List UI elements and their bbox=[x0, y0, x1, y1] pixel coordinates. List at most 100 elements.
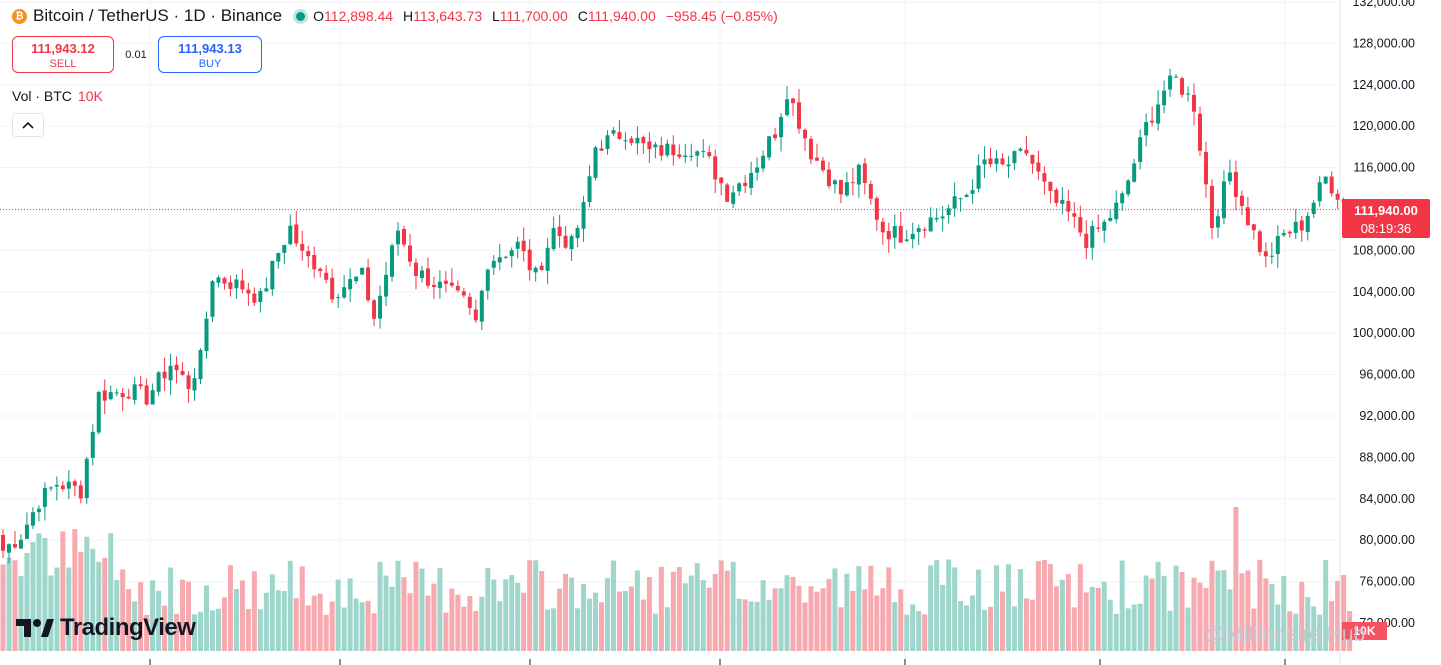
candle-body bbox=[940, 216, 945, 219]
candle-body bbox=[342, 287, 347, 298]
candle-body bbox=[396, 230, 401, 245]
candle-body bbox=[683, 155, 688, 157]
candle-body bbox=[258, 291, 263, 302]
tradingview-logo[interactable]: TradingView bbox=[16, 614, 196, 642]
volume-bar bbox=[940, 584, 946, 651]
symbol-title[interactable]: Bitcoin / TetherUS · 1D · Binance bbox=[33, 6, 283, 25]
candle-body bbox=[623, 140, 628, 142]
trade-panel: 111,943.12 SELL 0.01 111,943.13 BUY bbox=[12, 36, 262, 73]
candle-body bbox=[24, 524, 29, 539]
candle-body bbox=[719, 177, 724, 184]
volume-bar bbox=[569, 577, 575, 651]
volume-bar bbox=[1245, 570, 1251, 651]
volume-bar bbox=[293, 598, 299, 651]
candle-body bbox=[910, 233, 915, 240]
volume-bar bbox=[1161, 575, 1167, 651]
volume-bar bbox=[365, 600, 371, 651]
candle-body bbox=[970, 190, 975, 194]
candle-body bbox=[270, 260, 275, 290]
buy-button[interactable]: 111,943.13 BUY bbox=[158, 36, 262, 73]
candle-body bbox=[1269, 255, 1274, 257]
candle-body bbox=[300, 243, 305, 251]
candle-body bbox=[1054, 189, 1059, 203]
volume-bar bbox=[599, 602, 604, 651]
price-tick-label: 132,000.00 bbox=[1352, 0, 1415, 9]
volume-bar bbox=[658, 566, 664, 651]
price-tick-label: 80,000.00 bbox=[1359, 533, 1415, 547]
candle-body bbox=[1180, 78, 1185, 95]
volume-bar bbox=[838, 607, 844, 651]
candle-body bbox=[671, 144, 676, 156]
candle-body bbox=[60, 485, 65, 490]
change-value: −958.45 (−0.85%) bbox=[665, 8, 778, 24]
volume-bar bbox=[1155, 561, 1161, 651]
volume-bar bbox=[329, 601, 335, 651]
candle-body bbox=[862, 163, 867, 183]
volume-bar bbox=[527, 560, 533, 651]
candle-body bbox=[605, 135, 610, 149]
volume-bar bbox=[90, 548, 96, 651]
candle-body bbox=[767, 136, 772, 158]
candle-body bbox=[928, 217, 933, 232]
volume-bar bbox=[1023, 598, 1029, 651]
volume-bar bbox=[1137, 603, 1143, 651]
volume-legend[interactable]: Vol · BTC 10K bbox=[12, 88, 103, 104]
volume-bar bbox=[850, 590, 856, 651]
candle-body bbox=[126, 396, 131, 399]
close-value: 111,940.00 bbox=[587, 8, 656, 24]
volume-bar bbox=[359, 602, 365, 651]
candle-body bbox=[653, 144, 658, 148]
volume-bar bbox=[245, 609, 251, 651]
candle-body bbox=[407, 245, 412, 262]
candle-body bbox=[54, 484, 59, 487]
volume-bar bbox=[581, 583, 587, 651]
volume-bar bbox=[1125, 608, 1131, 651]
candle-body bbox=[1120, 193, 1125, 204]
volume-bar bbox=[305, 605, 311, 651]
volume-bar bbox=[1191, 577, 1197, 651]
candle-body bbox=[1042, 173, 1047, 182]
volume-bar bbox=[186, 581, 192, 651]
candle-body bbox=[48, 487, 53, 489]
volume-bar bbox=[1335, 581, 1341, 651]
volume-bar bbox=[1071, 607, 1077, 651]
volume-bar bbox=[287, 560, 293, 651]
volume-bar bbox=[72, 529, 78, 651]
volume-bar bbox=[1281, 575, 1287, 651]
candle-body bbox=[156, 372, 161, 392]
volume-bar bbox=[1029, 599, 1035, 651]
volume-bar bbox=[389, 586, 395, 651]
candle-body bbox=[886, 230, 891, 240]
collapse-legend-button[interactable] bbox=[12, 113, 44, 137]
candle-body bbox=[1024, 149, 1029, 154]
candle-body bbox=[1305, 215, 1310, 233]
volume-bar bbox=[1179, 572, 1185, 651]
candle-body bbox=[1263, 251, 1268, 257]
candle-body bbox=[916, 228, 921, 232]
volume-bar bbox=[485, 567, 491, 651]
candle-body bbox=[36, 508, 41, 513]
chart-grid bbox=[0, 0, 1340, 660]
volume-bar bbox=[1095, 587, 1101, 651]
price-tick-label: 108,000.00 bbox=[1352, 243, 1415, 257]
volume-bar bbox=[467, 595, 473, 651]
sell-button[interactable]: 111,943.12 SELL bbox=[12, 36, 114, 73]
price-axis[interactable]: 132,000.00 128,000.00 124,000.00 120,000.00… bbox=[1339, 0, 1415, 665]
volume-bar bbox=[1197, 582, 1203, 651]
candle-body bbox=[1132, 163, 1137, 182]
volume-bar bbox=[78, 551, 84, 651]
volume-bar bbox=[1041, 560, 1047, 651]
candle-body bbox=[443, 280, 448, 284]
candle-body bbox=[252, 293, 257, 303]
candle-body bbox=[1198, 113, 1202, 151]
volume-bar bbox=[808, 586, 814, 651]
candle-body bbox=[6, 544, 11, 553]
volume-bar bbox=[491, 579, 497, 651]
volume-bar bbox=[604, 578, 610, 651]
candle-body bbox=[503, 256, 508, 258]
volume-bar bbox=[778, 588, 784, 651]
volume-bar bbox=[1329, 601, 1335, 651]
candle-body bbox=[366, 267, 371, 301]
candle-body bbox=[96, 392, 101, 433]
